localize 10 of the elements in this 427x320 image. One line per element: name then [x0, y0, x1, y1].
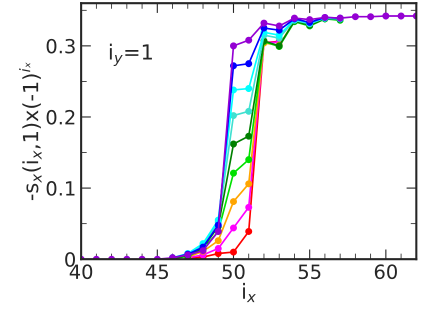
y-axis-title: -s$_{x}$(i$_{x}$,1)x(-1)$^{iₓ}$	[19, 62, 42, 200]
y-tick-label: 0.1	[46, 181, 74, 196]
x-tick-label: 45	[146, 264, 168, 280]
y-tick-label: 0.2	[46, 110, 74, 125]
annotation: i$_{y}$=1	[110, 44, 152, 66]
x-tick-label: 55	[298, 264, 320, 280]
x-tick-label: 50	[222, 264, 245, 280]
x-axis-title: i$_{x}$	[243, 282, 256, 302]
y-tick-label: 0.3	[46, 38, 75, 54]
x-tick-label: 60	[374, 264, 397, 280]
